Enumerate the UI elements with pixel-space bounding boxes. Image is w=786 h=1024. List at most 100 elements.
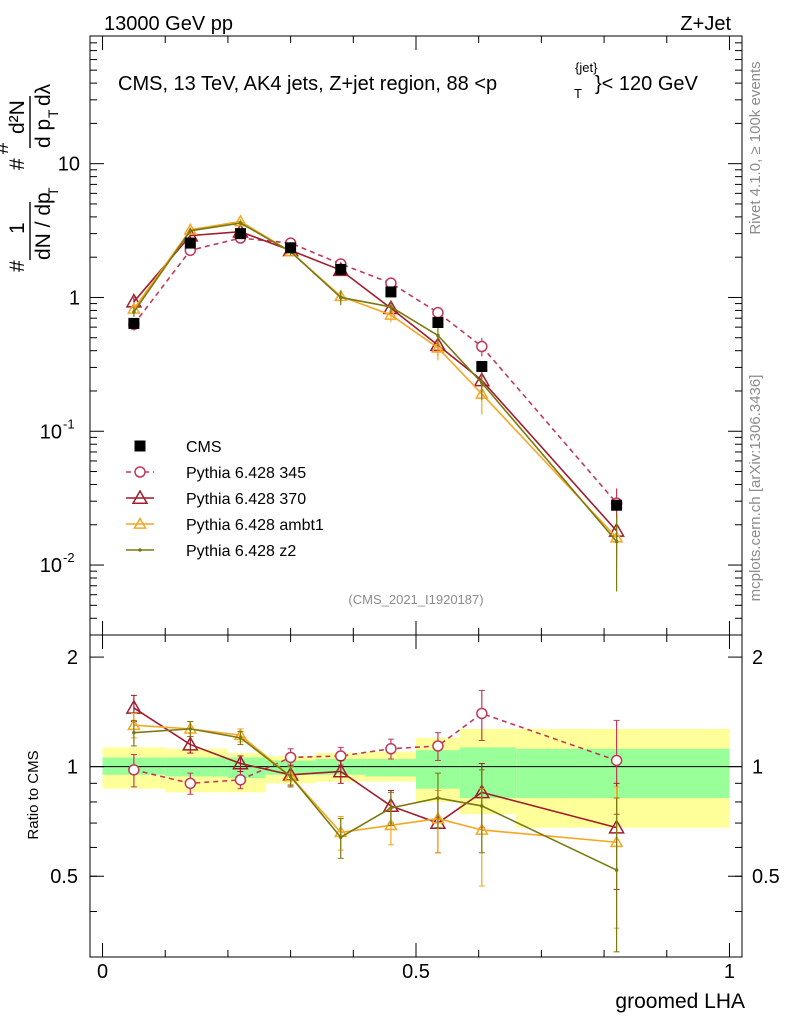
series-line-main <box>133 230 618 532</box>
circle-marker <box>335 750 347 762</box>
dot-marker <box>238 221 243 225</box>
header-energy-label: 13000 GeV pp <box>104 13 233 35</box>
mcplots-label: mcplots.cern.ch [arXiv:1306.3436] <box>747 375 764 602</box>
data-point-marker <box>134 440 146 452</box>
data-point-marker <box>611 499 623 511</box>
svg-text:1: 1 <box>6 222 29 234</box>
triangle-marker <box>131 489 149 504</box>
x-tick-label: 0.5 <box>402 961 430 983</box>
legend-label: Pythia 6.428 370 <box>186 491 306 508</box>
dot-marker <box>188 228 193 233</box>
circle-marker <box>432 740 444 752</box>
legend: CMS Pythia 6.428 345 Pythia 6.428 370 Pythi… <box>126 439 324 560</box>
svg-text:dλ: dλ <box>32 83 55 106</box>
y-tick-exponent: -1 <box>63 416 75 431</box>
dot-marker <box>614 868 619 872</box>
triangle-marker <box>182 736 199 751</box>
band-stat <box>516 748 730 799</box>
x-tick-label: 0 <box>97 961 108 983</box>
series-line-ratio <box>133 712 617 785</box>
ratio-y-tick-label-right: 2 <box>752 647 763 669</box>
y-tick-base: 10 <box>40 421 62 443</box>
circle-marker <box>234 774 247 786</box>
title-superscript: {jet} <box>575 60 598 75</box>
dot-marker <box>338 295 343 300</box>
data-point-marker <box>385 286 397 298</box>
dot-marker <box>132 310 136 314</box>
data-point-marker <box>335 263 347 275</box>
ratio-y-tick-label-left: 0.5 <box>50 866 78 888</box>
svg-text:dN / dp: dN / dp <box>32 192 55 260</box>
y-tick-label: 10 <box>58 154 80 176</box>
dot-marker <box>338 835 343 840</box>
ratio-y-tick-label-right: 1 <box>752 757 763 779</box>
y-axis-title-main: # 1 dN / dp T # d²N d p T dλ # <box>0 83 61 272</box>
svg-text:#: # <box>6 158 29 170</box>
y-tick-value: 10 <box>58 154 80 176</box>
data-point-marker <box>128 317 140 329</box>
triangle-marker <box>431 340 445 353</box>
y-tick-label: 1 <box>69 287 80 309</box>
dot-marker <box>138 548 142 552</box>
svg-text:d²N: d²N <box>6 100 29 134</box>
dot-marker <box>389 305 393 309</box>
circle-marker <box>610 754 623 767</box>
triangle-marker <box>133 516 147 529</box>
dot-marker <box>188 727 193 731</box>
ratio-y-tick-label-left: 2 <box>67 647 78 669</box>
triangle-marker <box>232 755 249 770</box>
dot-marker <box>238 736 243 740</box>
ratio-y-tick-label-right: 0.5 <box>752 866 780 888</box>
analysis-id-label: (CMS_2021_I1920187) <box>348 592 483 607</box>
band-stat <box>365 758 416 777</box>
svg-text:#: # <box>6 260 29 272</box>
dot-marker <box>389 806 393 810</box>
title-tail: }< 120 GeV <box>595 73 699 95</box>
triangle-marker <box>384 307 398 320</box>
dot-marker <box>132 730 136 735</box>
y-tick-label: 10 -1 <box>40 416 75 443</box>
y-axis-title-ratio: Ratio to CMS <box>25 750 42 839</box>
dot-marker <box>288 774 293 779</box>
data-point-marker <box>285 242 297 254</box>
circle-marker <box>476 340 488 353</box>
y-tick-value: 1 <box>69 287 80 309</box>
dot-marker <box>436 333 440 338</box>
y-tick-exponent: -2 <box>63 550 75 565</box>
circle-marker <box>284 751 297 764</box>
circle-marker <box>476 707 488 720</box>
triangle-marker <box>384 818 398 831</box>
svg-text:T: T <box>45 187 61 196</box>
triangle-marker <box>233 214 248 227</box>
legend-entry: Pythia 6.428 345 <box>126 465 306 482</box>
series-cms <box>128 228 623 511</box>
circle-marker <box>128 764 140 776</box>
y-tick-label: 10 -2 <box>40 550 75 577</box>
data-point-marker <box>184 237 196 249</box>
data-point-marker <box>476 360 488 372</box>
legend-entry: Pythia 6.428 ambt1 <box>126 516 324 534</box>
x-axis-title: groomed LHA <box>615 990 745 1013</box>
svg-text:CMS, 13 TeV, AK4 jets, Z+jet r: CMS, 13 TeV, AK4 jets, Z+jet region, 88 … <box>118 73 497 95</box>
band-stat <box>459 747 517 799</box>
dot-marker <box>614 539 619 544</box>
circle-marker <box>134 466 146 478</box>
rivet-version-label: Rivet 4.1.0, ≥ 100k events <box>747 61 764 234</box>
series-line-main <box>133 237 618 504</box>
uncertainty-bands <box>102 728 730 828</box>
legend-label: Pythia 6.428 345 <box>186 465 306 482</box>
dot-marker <box>480 804 484 808</box>
legend-entry: Pythia 6.428 z2 <box>126 543 296 560</box>
series-curves <box>125 214 625 953</box>
data-point-marker <box>234 228 246 240</box>
legend-entry: Pythia 6.428 370 <box>126 489 306 508</box>
title-subscript: T <box>574 86 582 101</box>
circle-marker <box>184 777 197 790</box>
series-pythia-6-428-z2 <box>130 220 620 953</box>
circle-marker <box>432 306 444 319</box>
legend-label: CMS <box>186 439 222 456</box>
dot-marker <box>480 381 484 385</box>
legend-label: Pythia 6.428 ambt1 <box>186 517 324 534</box>
